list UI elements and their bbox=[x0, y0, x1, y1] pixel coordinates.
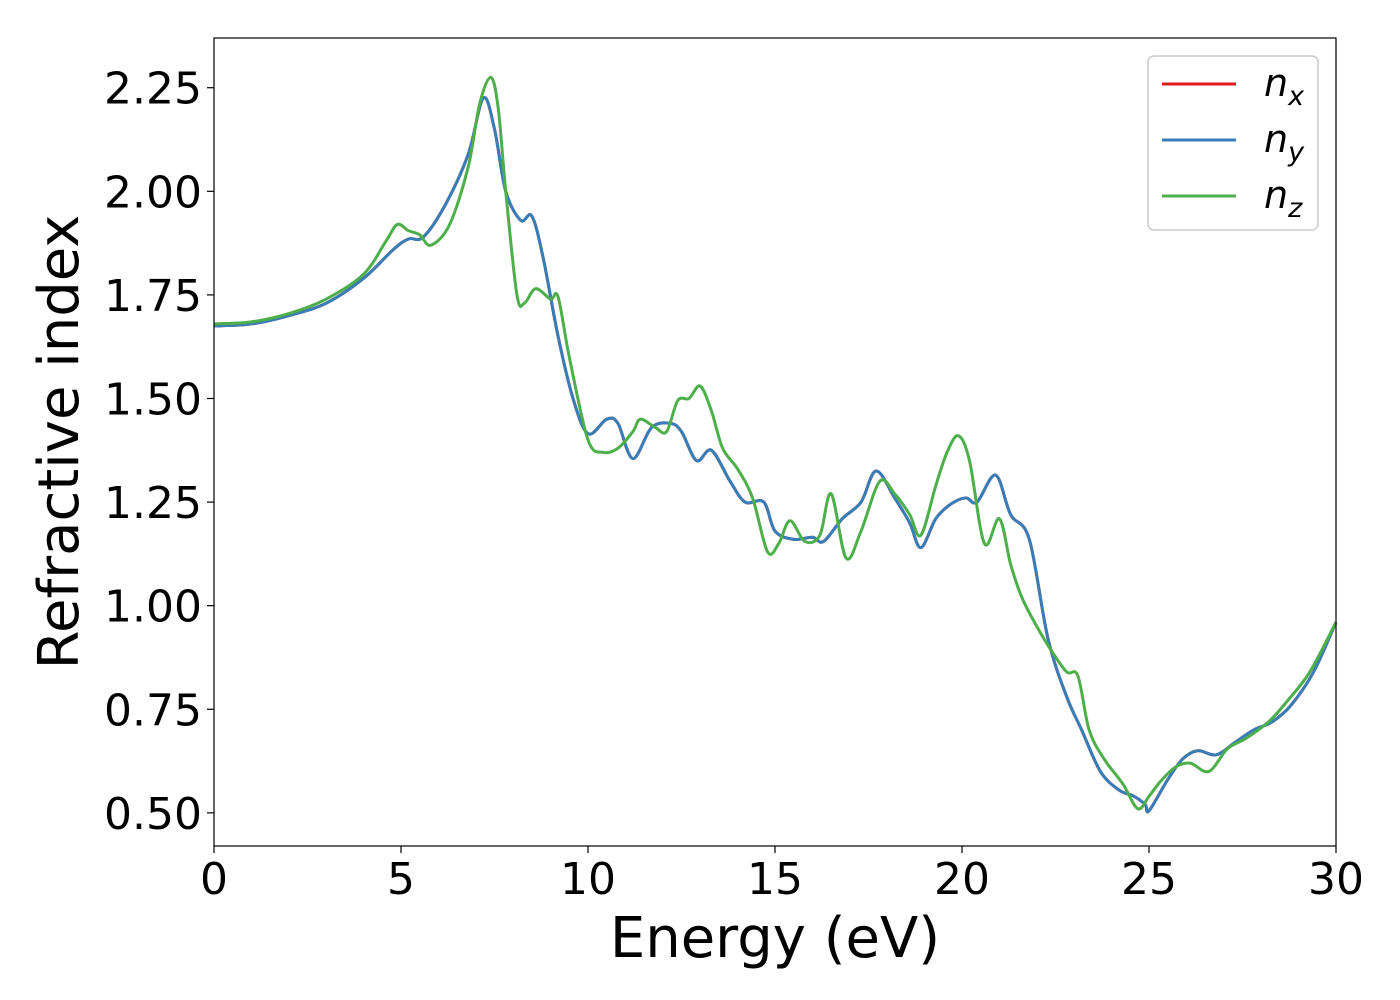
series-layer bbox=[213, 75, 1338, 814]
legend-subscript: x bbox=[1287, 81, 1305, 112]
x-axis-title: Energy (eV) bbox=[610, 906, 940, 971]
x-axis-ticks: 0 5 10 15 20 25 30 bbox=[200, 846, 1364, 905]
y-axis-ticks: 0.50 0.75 1.00 1.25 1.50 1.75 2.00 2.25 bbox=[104, 64, 214, 840]
x-tick-label: 15 bbox=[747, 854, 803, 905]
x-tick-label: 10 bbox=[560, 854, 616, 905]
y-tick-label: 2.25 bbox=[104, 64, 202, 115]
x-tick-label: 0 bbox=[200, 854, 228, 905]
x-tick-label: 25 bbox=[1121, 854, 1177, 905]
y-tick-label: 1.00 bbox=[104, 582, 202, 633]
y-tick-label: 0.75 bbox=[104, 685, 202, 736]
legend-subscript: y bbox=[1287, 137, 1305, 168]
y-tick-label: 1.75 bbox=[104, 271, 202, 322]
x-tick-label: 30 bbox=[1308, 854, 1364, 905]
y-tick-label: 2.00 bbox=[104, 167, 202, 218]
y-tick-label: 0.50 bbox=[104, 789, 202, 840]
series-line-n-y bbox=[213, 96, 1338, 814]
y-tick-label: 1.50 bbox=[104, 374, 202, 425]
y-axis-title: Refractive index bbox=[27, 215, 92, 670]
legend-box bbox=[1147, 55, 1319, 231]
series-line-n-z bbox=[213, 75, 1338, 811]
x-tick-label: 20 bbox=[934, 854, 990, 905]
x-tick-label: 5 bbox=[387, 854, 415, 905]
y-tick-label: 1.25 bbox=[104, 478, 202, 529]
legend-subscript: z bbox=[1287, 193, 1303, 224]
